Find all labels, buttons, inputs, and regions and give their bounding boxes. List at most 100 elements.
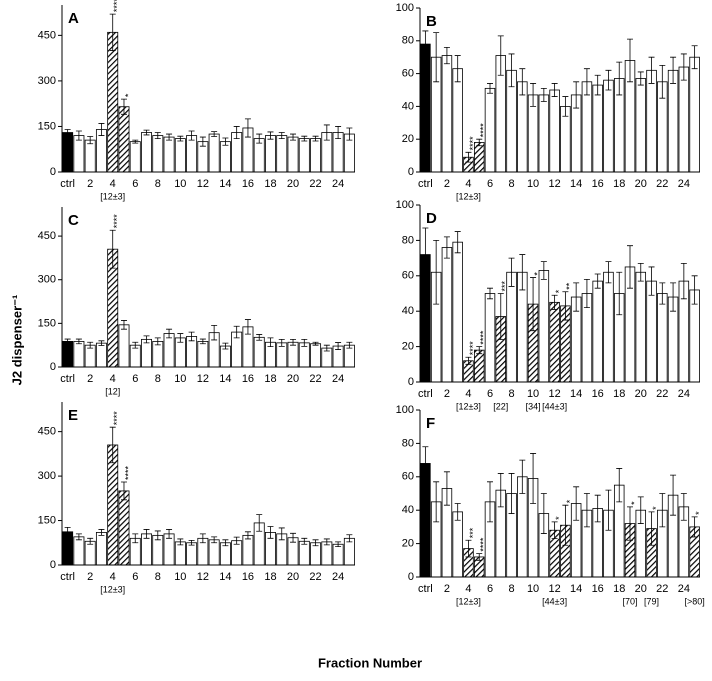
y-tick-label: 20 [402,133,414,145]
y-tick-label: 0 [408,571,414,583]
fraction-note: [12±3] [100,191,125,201]
error-bar [188,540,195,546]
x-tick-label: 14 [219,373,231,385]
error-bar [583,68,590,96]
x-tick-label: 18 [613,178,625,190]
fraction-note: [12±3] [100,584,125,594]
error-bar [508,473,515,514]
x-tick-label: ctrl [60,373,75,385]
error-bar [132,533,139,544]
error-bar [616,271,623,316]
significance: **** [112,0,122,12]
x-tick-label: 8 [155,373,161,385]
x-tick-label: 6 [487,178,493,190]
bar [265,135,276,173]
error-bar [87,341,94,349]
bar [118,106,130,173]
x-tick-label: 8 [508,178,514,190]
x-tick-label: 22 [656,178,668,190]
bar [646,280,657,383]
x-tick-label: ctrl [418,583,433,595]
error-bar [454,231,461,254]
bar [174,138,186,173]
error-bar [166,328,173,339]
x-tick-label: ctrl [60,178,75,190]
bar [95,532,107,566]
error-bar [562,96,569,117]
x-tick-label: 24 [332,373,344,385]
error-bar [87,537,94,545]
significance: *** [500,280,510,291]
error-bar [154,337,161,346]
error-bar [222,539,229,547]
error-bar [487,481,493,523]
bar [549,89,560,173]
error-bar [616,61,623,96]
error-bar [188,331,195,342]
error-bar [166,133,173,141]
bar [603,79,614,173]
error-bar [659,493,666,528]
error-bar [233,325,240,339]
error-bar [422,446,429,481]
x-tick-label: 18 [613,388,625,400]
error-bar [573,81,580,109]
bar [298,540,310,566]
error-bar [551,294,558,310]
y-tick-label: 40 [402,100,414,112]
bar [635,271,647,383]
error-bar [75,533,82,541]
y-tick-label: 300 [38,75,56,87]
error-bar [278,132,285,139]
error-bar [211,131,218,137]
error-bar [680,493,687,521]
x-tick-label: 6 [132,178,138,190]
error-bar [648,56,655,84]
x-tick-label: 20 [635,388,647,400]
x-tick-label: 8 [155,178,161,190]
error-bar [267,337,274,348]
x-tick-label: 4 [465,178,471,190]
error-bar [75,338,82,345]
bar [186,135,198,173]
bar [517,81,528,173]
error-bar [132,341,139,349]
bar [441,247,453,383]
fraction-note: [44±3] [542,401,567,411]
bar [689,56,700,173]
x-tick-label: 18 [264,571,276,583]
error-bar [670,56,677,84]
error-bar [594,273,601,289]
error-bar [562,504,569,546]
error-bar [98,340,105,346]
bar [118,324,130,368]
error-bar [301,135,308,142]
x-tick-label: 8 [508,388,514,400]
error-bar [87,136,94,145]
error-bar [583,493,590,528]
error-bar [465,356,472,365]
error-bar [487,287,493,300]
y-tick-label: 450 [38,426,56,438]
error-bar [508,257,515,287]
error-bar [691,275,698,305]
error-bar [199,136,206,147]
bar [242,534,254,566]
x-tick-label: 22 [309,178,321,190]
x-tick-label: 22 [309,373,321,385]
bar [441,55,453,173]
y-tick-label: 100 [396,2,414,14]
error-bar [508,53,515,88]
bar [62,132,74,173]
bar [452,68,463,173]
x-tick-label: ctrl [418,388,433,400]
error-bar [143,529,150,539]
x-tick-label: 20 [635,583,647,595]
bar [549,301,560,383]
bar [107,31,119,173]
y-tick-label: 100 [396,199,414,211]
bar [592,84,603,173]
error-bar [267,526,274,539]
y-tick-label: 100 [396,404,414,416]
error-bar [648,266,655,296]
